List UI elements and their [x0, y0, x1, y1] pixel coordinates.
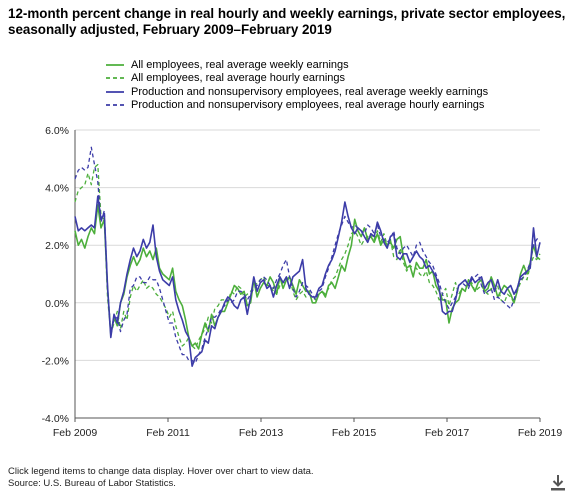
legend-swatch — [106, 63, 124, 66]
legend-item-4[interactable]: Production and nonsupervisory employees,… — [105, 99, 488, 113]
x-tick-label: Feb 2017 — [425, 427, 470, 439]
chart-title: 12-month percent change in real hourly a… — [8, 6, 566, 37]
legend-label: All employees, real average weekly earni… — [131, 58, 349, 71]
series-line-3[interactable] — [74, 195, 541, 367]
y-tick-label: -2.0% — [42, 355, 69, 367]
footer-source: Source: U.S. Bureau of Labor Statistics. — [8, 478, 176, 489]
x-tick-label: Feb 2011 — [146, 427, 190, 439]
series-line-1[interactable] — [74, 204, 541, 350]
legend-item-1[interactable]: All employees, real average weekly earni… — [105, 58, 488, 72]
legend-label: Production and nonsupervisory employees,… — [131, 99, 485, 112]
y-tick-label: 4.0% — [45, 183, 69, 195]
line-chart[interactable]: -4.0% -2.0% 0.0% 2.0% 4.0% 6.0% Feb 2009 Feb 20… — [0, 0, 580, 460]
legend-label: Production and nonsupervisory employees,… — [131, 85, 489, 98]
chart-legend: All employees, real average weekly earni… — [105, 58, 488, 112]
y-tick-label: 2.0% — [45, 240, 69, 252]
legend-swatch — [106, 90, 124, 93]
x-tick-label: Feb 2009 — [53, 427, 98, 439]
legend-label: All employees, real average hourly earni… — [131, 72, 346, 85]
legend-item-2[interactable]: All employees, real average hourly earni… — [105, 72, 488, 86]
y-tick-label: 0.0% — [45, 298, 69, 310]
series-line-2[interactable] — [74, 163, 541, 350]
legend-swatch — [106, 77, 124, 80]
x-tick-label: Feb 2019 — [518, 427, 563, 439]
download-icon[interactable] — [550, 474, 566, 492]
x-tick-label: Feb 2013 — [239, 427, 284, 439]
x-tick-label: Feb 2015 — [332, 427, 377, 439]
series-line-4[interactable] — [74, 146, 541, 364]
legend-swatch — [106, 104, 124, 107]
y-tick-label: 6.0% — [45, 125, 69, 137]
y-tick-label: -4.0% — [42, 413, 69, 425]
footer-note: Click legend items to change data displa… — [8, 466, 314, 477]
legend-item-3[interactable]: Production and nonsupervisory employees,… — [105, 85, 488, 99]
chart-footer: Click legend items to change data displa… — [8, 466, 314, 490]
